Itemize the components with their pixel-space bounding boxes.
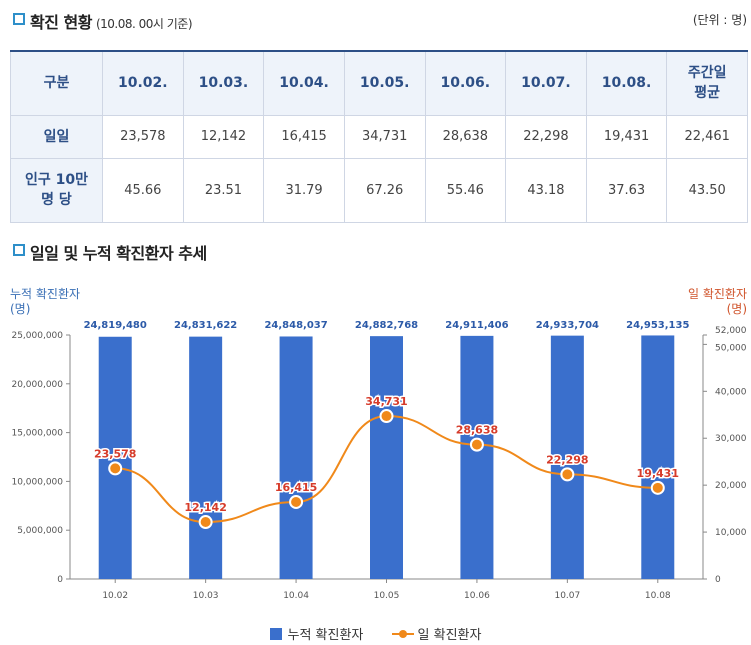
right-tick-label: 0 <box>715 575 721 585</box>
section-bullet-icon <box>13 13 25 25</box>
header-cell: 10.05. <box>343 50 426 116</box>
table-cell: 28,638 <box>424 114 507 159</box>
bar-cumulative <box>98 336 132 579</box>
x-tick-label: 10.08 <box>645 591 671 601</box>
legend-bar-swatch <box>269 628 282 640</box>
x-tick-label: 10.07 <box>554 591 580 601</box>
right-tick-label: 40,000 <box>715 387 747 397</box>
right-tick-label: 10,000 <box>715 528 747 538</box>
stats-table: 구분 10.02. 10.03. 10.04. 10.05. 10.06. 10… <box>10 50 748 223</box>
bar-data-label: 24,848,037 <box>264 320 327 331</box>
bar-cumulative <box>370 336 403 579</box>
left-tick-label: 5,000,000 <box>17 526 63 536</box>
daily-cases-point <box>108 461 123 476</box>
table-cell: 37.63 <box>585 157 668 223</box>
section-title-text: 확진 현황 <box>30 13 92 32</box>
x-tick-label: 10.05 <box>374 591 400 601</box>
chart-section-title: 일일 및 누적 확진환자 추세 <box>30 244 207 263</box>
daily-cases-label: 22,298 <box>546 453 588 466</box>
daily-cases-label: 12,142 <box>184 501 226 514</box>
bar-cumulative <box>460 335 494 579</box>
bar-cumulative <box>279 336 313 579</box>
row-label: 인구 10만 명 당 <box>10 157 103 223</box>
legend-line-label: 일 확진환자 <box>417 628 482 643</box>
right-tick-label: 50,000 <box>715 343 747 353</box>
section-bullet-icon <box>13 244 25 256</box>
left-tick-label: 20,000,000 <box>11 380 63 390</box>
chart-legend: 누적 확진환자 일 확진환자 <box>0 624 751 643</box>
header-cell: 10.06. <box>424 50 507 116</box>
bar-cumulative <box>550 335 584 579</box>
x-tick-label: 10.02 <box>102 591 128 601</box>
table-row: 인구 10만 명 당 45.66 23.51 31.79 67.26 55.46… <box>10 157 748 223</box>
table-cell: 23.51 <box>182 157 265 223</box>
header-cell: 주간일 평균 <box>666 50 748 116</box>
bar-data-label: 24,911,406 <box>445 320 508 331</box>
legend-bar-label: 누적 확진환자 <box>287 628 364 643</box>
bar-data-label: 24,933,704 <box>536 320 599 331</box>
daily-cases-label: 19,431 <box>637 467 679 480</box>
left-tick-label: 15,000,000 <box>11 429 63 439</box>
bar-data-label: 24,882,768 <box>355 320 418 331</box>
left-axis-unit: (명) <box>10 302 31 316</box>
table-cell: 43.50 <box>666 157 748 223</box>
right-tick-label: 52,000 <box>715 326 747 336</box>
header-cell: 10.02. <box>102 50 184 116</box>
daily-cases-label: 28,638 <box>456 424 498 437</box>
left-tick-label: 10,000,000 <box>11 477 63 487</box>
x-tick-label: 10.04 <box>283 591 309 601</box>
legend-item-line: 일 확진환자 <box>391 624 482 643</box>
right-tick-label: 30,000 <box>715 434 747 444</box>
daily-cases-label: 34,731 <box>365 395 407 408</box>
left-tick-label: 0 <box>57 575 63 585</box>
table-cell: 22,298 <box>505 114 587 159</box>
header-cell: 10.07. <box>505 50 587 116</box>
table-header-row: 구분 10.02. 10.03. 10.04. 10.05. 10.06. 10… <box>10 50 748 116</box>
legend-item-bar: 누적 확진환자 <box>269 624 364 643</box>
table-cell: 31.79 <box>263 157 345 223</box>
table-cell: 67.26 <box>343 157 426 223</box>
table-cell: 12,142 <box>182 114 265 159</box>
header-cell: 구분 <box>10 50 103 116</box>
right-axis-title: 일 확진환자 (명) <box>688 287 747 317</box>
daily-cases-label: 23,578 <box>94 447 136 460</box>
daily-cases-point <box>198 515 213 530</box>
x-tick-label: 10.03 <box>193 591 219 601</box>
table-cell: 22,461 <box>666 114 748 159</box>
bar-cumulative <box>641 335 675 579</box>
table-row: 일일 23,578 12,142 16,415 34,731 28,638 22… <box>10 114 748 159</box>
bar-cumulative <box>189 336 223 579</box>
daily-cases-point <box>560 467 575 482</box>
row-label: 일일 <box>10 114 103 159</box>
table-cell: 34,731 <box>343 114 426 159</box>
table-cell: 16,415 <box>263 114 345 159</box>
daily-cases-point <box>289 494 304 509</box>
table-cell: 55.46 <box>424 157 507 223</box>
x-tick-label: 10.06 <box>464 591 490 601</box>
table-cell: 19,431 <box>585 114 668 159</box>
unit-label: (단위 : 명) <box>692 13 747 27</box>
legend-line-swatch <box>391 630 414 638</box>
bar-data-label: 24,953,135 <box>626 320 689 331</box>
left-axis-title: 누적 확진환자 (명) <box>10 287 80 317</box>
right-tick-label: 20,000 <box>715 481 747 491</box>
daily-cases-label: 16,415 <box>275 481 317 494</box>
daily-cases-point <box>469 437 484 452</box>
right-axis-unit: (명) <box>726 302 747 316</box>
bar-data-label: 24,831,622 <box>174 320 237 331</box>
left-tick-label: 25,000,000 <box>11 331 63 341</box>
header-cell: 10.03. <box>182 50 265 116</box>
daily-cases-point <box>650 480 665 495</box>
left-axis-label: 누적 확진환자 <box>10 287 81 301</box>
section-note: (10.08. 00시 기준) <box>95 17 193 31</box>
right-axis-label: 일 확진환자 <box>687 287 747 301</box>
bar-data-label: 24,819,480 <box>84 320 147 331</box>
table-cell: 43.18 <box>505 157 587 223</box>
daily-cases-point <box>379 409 394 424</box>
section-title: 확진 현황 (10.08. 00시 기준) <box>30 9 193 33</box>
